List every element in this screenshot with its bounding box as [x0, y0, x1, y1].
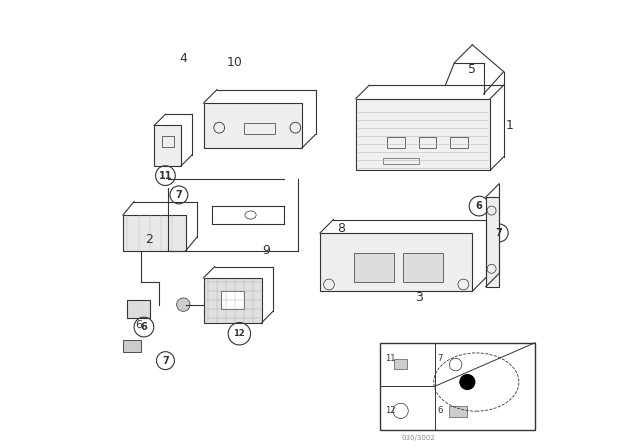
Polygon shape	[204, 103, 302, 148]
Text: 3: 3	[415, 291, 422, 305]
Text: 4: 4	[179, 52, 188, 65]
Text: 7: 7	[496, 228, 502, 238]
Bar	[123, 340, 141, 352]
Text: 030/3002: 030/3002	[402, 435, 435, 441]
Text: 1: 1	[506, 119, 514, 132]
Bar	[383, 158, 419, 164]
Bar	[387, 137, 405, 148]
Bar	[403, 253, 443, 282]
Polygon shape	[204, 278, 262, 323]
Bar	[419, 137, 436, 148]
Polygon shape	[154, 125, 181, 166]
Text: 5: 5	[468, 63, 476, 76]
Circle shape	[177, 298, 190, 311]
Text: 9: 9	[262, 244, 270, 258]
Bar	[127, 300, 150, 318]
Bar	[221, 291, 244, 309]
Polygon shape	[320, 233, 472, 291]
Bar	[244, 123, 275, 134]
Text: 8: 8	[337, 222, 346, 235]
Bar	[380, 343, 535, 430]
Polygon shape	[123, 215, 186, 251]
Bar	[449, 406, 467, 417]
Bar	[163, 136, 173, 147]
Bar	[486, 197, 499, 287]
Bar	[450, 137, 468, 148]
Text: 6: 6	[141, 322, 147, 332]
Text: 6: 6	[476, 201, 483, 211]
Polygon shape	[356, 99, 490, 170]
Bar	[353, 253, 394, 282]
Text: 12: 12	[234, 329, 245, 338]
Text: 7: 7	[175, 190, 182, 200]
Text: 10: 10	[227, 56, 243, 69]
Text: 7: 7	[162, 356, 169, 366]
Text: 11: 11	[159, 171, 172, 181]
Text: 2: 2	[145, 233, 154, 246]
Bar	[394, 359, 408, 369]
Text: 11: 11	[385, 354, 396, 363]
Text: 6: 6	[438, 406, 443, 415]
Text: 6: 6	[135, 320, 142, 330]
Circle shape	[460, 374, 476, 390]
Text: 7: 7	[438, 354, 443, 363]
Text: 12: 12	[385, 406, 396, 415]
